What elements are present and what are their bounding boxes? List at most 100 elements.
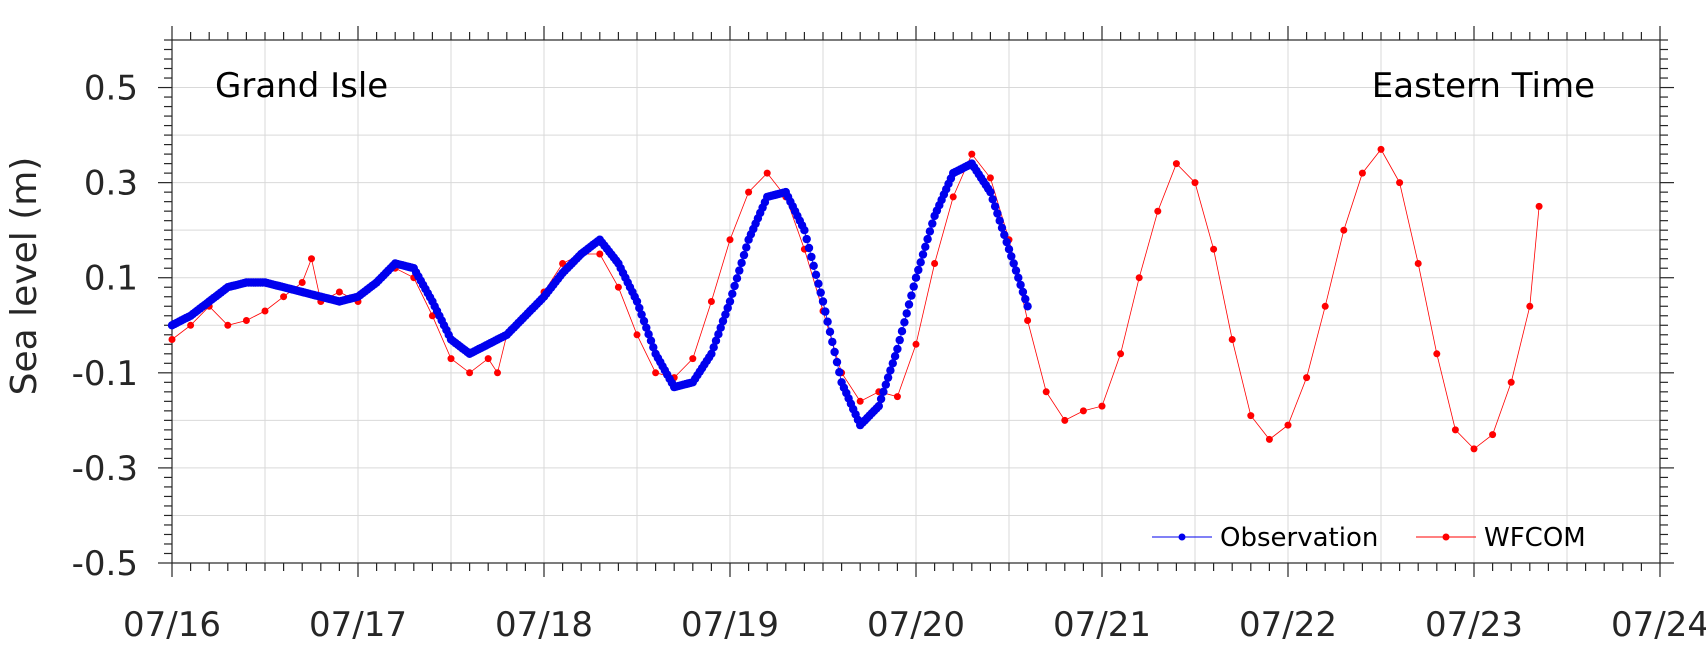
axes-layer: 07/16 07/17 07/18 07/19 07/20 07/21 07/22 07/23…: [72, 26, 1706, 645]
wfcom-point: [596, 250, 604, 258]
y-tick-label: -0.3: [72, 449, 138, 489]
observation-point: [1004, 245, 1014, 254]
wfcom-point: [1172, 160, 1180, 168]
observation-point: [639, 316, 649, 326]
legend-observation-label: Observation: [1220, 523, 1378, 553]
observation-point: [818, 297, 828, 306]
wfcom-point: [1079, 407, 1087, 415]
y-tick-label: -0.5: [72, 544, 138, 584]
observation-point: [1002, 237, 1011, 247]
wfcom-point: [187, 321, 195, 329]
observation-point: [1021, 294, 1030, 304]
wfcom-point: [633, 331, 641, 339]
wfcom-point: [1154, 207, 1162, 215]
observation-point: [1023, 302, 1032, 311]
observation-point: [644, 330, 653, 339]
x-tick-label: 07/21: [1053, 605, 1151, 645]
wfcom-point: [298, 279, 306, 286]
wfcom-point: [1303, 374, 1311, 382]
observation-point: [876, 394, 886, 404]
observation-point: [921, 242, 930, 251]
wfcom-point: [1265, 435, 1273, 443]
wfcom-point: [745, 188, 753, 196]
y-axis-title: Sea level (m): [4, 157, 45, 396]
wfcom-point: [912, 340, 920, 348]
observation-point: [632, 297, 642, 306]
wfcom-point: [280, 293, 288, 301]
x-tick-label: 07/16: [123, 605, 221, 645]
observation-point: [923, 234, 932, 244]
wfcom-point: [261, 307, 269, 315]
observation-point: [835, 368, 844, 377]
wfcom-point: [224, 321, 232, 329]
observation-point: [883, 373, 893, 382]
observation-point: [1018, 287, 1028, 297]
x-tick-label: 07/24: [1611, 605, 1706, 645]
observation-point: [990, 202, 1000, 211]
wfcom-point: [1247, 412, 1255, 420]
observation-point: [649, 343, 658, 352]
observation-point: [725, 297, 735, 306]
observation-point: [1016, 280, 1025, 290]
observation-point: [809, 261, 818, 270]
x-tick-label: 07/20: [867, 605, 965, 645]
wfcom-point: [856, 397, 864, 405]
observation-point: [928, 219, 937, 228]
observation-point: [804, 243, 814, 253]
observation-point: [988, 195, 997, 204]
observation-point: [830, 347, 839, 357]
y-tick-label: 0.1: [84, 259, 138, 299]
x-tick-label: 07/18: [495, 605, 593, 645]
wfcom-point: [652, 369, 660, 377]
observation-point: [895, 335, 904, 345]
observation-point: [814, 279, 823, 288]
observation-point: [993, 209, 1002, 218]
observation-point: [802, 234, 811, 244]
observation-point: [897, 327, 907, 336]
wfcom-point: [308, 255, 315, 263]
observation-point: [886, 366, 895, 375]
wfcom-point: [931, 260, 939, 267]
observation-point: [890, 352, 900, 361]
wfcom-point: [168, 336, 176, 343]
wfcom-point: [1358, 169, 1366, 177]
wfcom-point: [1414, 260, 1422, 267]
labels-layer: Sea level (m) Grand Isle Eastern Time: [4, 66, 1595, 395]
observation-point: [737, 258, 746, 268]
observation-point: [716, 323, 725, 332]
observation-point: [893, 344, 902, 354]
wfcom-point: [1489, 431, 1497, 439]
observation-point: [914, 265, 923, 275]
observation-point: [739, 250, 749, 260]
wfcom-point: [1135, 274, 1143, 282]
wfcom-point: [447, 355, 455, 363]
observation-point: [881, 380, 890, 389]
observation-point: [874, 401, 883, 411]
wfcom-point: [335, 288, 343, 296]
observation-point: [635, 303, 644, 313]
observation-point: [807, 252, 816, 262]
wfcom-point: [1526, 302, 1534, 310]
x-tick-label: 07/23: [1425, 605, 1523, 645]
observation-point: [642, 323, 651, 332]
observation-point: [800, 226, 809, 235]
wfcom-point: [1321, 302, 1329, 310]
station-label: Grand Isle: [215, 66, 388, 106]
observation-point: [1014, 273, 1023, 282]
wfcom-point: [242, 317, 250, 324]
observation-point: [728, 289, 737, 298]
wfcom-point: [1284, 421, 1292, 429]
observation-point: [888, 359, 897, 368]
wfcom-point: [1470, 445, 1478, 453]
wfcom-point: [1210, 245, 1218, 253]
y-tick-label: 0.5: [84, 69, 138, 109]
wfcom-point: [1451, 426, 1459, 434]
wfcom-point: [1117, 350, 1125, 358]
wfcom-point: [726, 236, 734, 244]
observation-point: [718, 316, 728, 326]
wfcom-point: [494, 369, 501, 377]
wfcom-point: [763, 169, 771, 177]
wfcom-point: [893, 393, 901, 401]
observation-point: [714, 330, 723, 339]
observation-point: [1011, 266, 1021, 275]
